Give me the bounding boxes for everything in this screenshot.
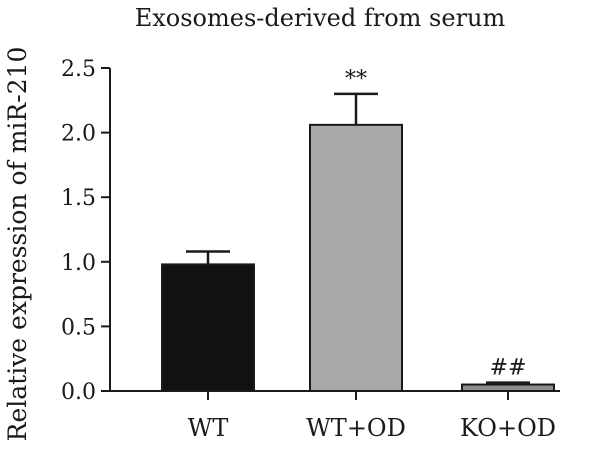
chart-title: Exosomes-derived from serum bbox=[135, 4, 506, 32]
bar-wt-od bbox=[309, 123, 403, 393]
y-tick-label: 0.5 bbox=[61, 315, 96, 340]
x-tick-label: WT+OD bbox=[306, 414, 406, 442]
y-axis-label: Relative expression of miR-210 bbox=[3, 47, 32, 442]
bars-group: ** ## bbox=[161, 67, 555, 393]
y-tick-label: 2.0 bbox=[61, 122, 96, 147]
x-tick-label: WT bbox=[188, 414, 229, 442]
y-tick-label: 1.5 bbox=[61, 186, 96, 211]
y-tick-label: 1.0 bbox=[61, 251, 96, 276]
y-tick-label: 2.5 bbox=[61, 57, 96, 82]
significance-marker: ** bbox=[345, 67, 367, 92]
x-tick-label: KO+OD bbox=[460, 414, 556, 442]
axes: 0.0 0.5 1.0 1.5 2.0 2.5 WT WT+OD KO+OD bbox=[61, 57, 560, 442]
bar-ko-od bbox=[461, 383, 555, 393]
bar-wt bbox=[161, 263, 255, 392]
y-tick-label: 0.0 bbox=[61, 380, 96, 405]
significance-marker: ## bbox=[490, 356, 527, 381]
